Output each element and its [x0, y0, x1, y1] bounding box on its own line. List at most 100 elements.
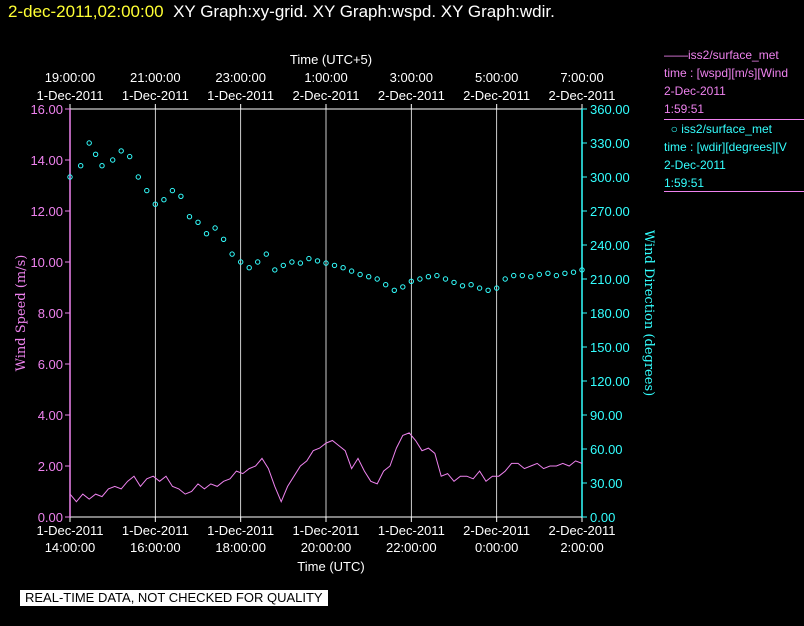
x-tick-label-top-date: 2-Dec-2011 — [293, 88, 360, 103]
legend-wspd-series: iss2/surface_met — [688, 48, 779, 62]
series-wdir-point — [110, 157, 116, 163]
series-wdir-point — [144, 187, 150, 194]
y-tick-label-left: 16.00 — [30, 102, 63, 117]
series-wdir-point — [494, 285, 500, 291]
y-tick-label-left: 2.00 — [38, 459, 63, 474]
x-tick-label-bottom-date: 1-Dec-2011 — [122, 523, 189, 538]
series-wdir-point — [195, 219, 201, 226]
x-tick-label-top-time: 19:00:00 — [45, 70, 96, 85]
series-wdir-point — [476, 285, 483, 291]
series-wdir-point — [579, 267, 585, 273]
series-wdir-point — [323, 260, 329, 266]
y-tick-label-right: 330.00 — [590, 136, 630, 151]
series-wdir-point — [280, 262, 286, 269]
x-tick-label-bottom-time: 20:00:00 — [301, 540, 352, 555]
series-wdir-point — [459, 283, 466, 289]
series-wdir-point — [306, 255, 312, 262]
series-wdir-point — [562, 270, 568, 276]
title-timestamp: 2-dec-2011,02:00:00 — [8, 2, 164, 21]
series-wdir-point — [152, 201, 159, 207]
x-tick-label-bottom-time: 2:00:00 — [560, 540, 603, 555]
y-tick-label-left: 4.00 — [38, 408, 63, 423]
x-axis-title-bottom: Time (UTC) — [297, 559, 364, 574]
series-wdir-point — [272, 267, 278, 273]
series-wdir-point — [229, 251, 235, 257]
series-wdir-point — [203, 231, 210, 237]
series-wdir-point — [135, 174, 142, 180]
legend-wdir-desc: time : [wdir][degrees][V — [664, 140, 787, 154]
series-wdir-point — [383, 282, 389, 288]
y-tick-label-left: 6.00 — [38, 357, 63, 372]
legend-wdir-date: 2-Dec-2011 — [664, 158, 726, 172]
y-tick-label-right: 210.00 — [590, 272, 630, 287]
y-tick-label-right: 270.00 — [590, 204, 630, 219]
x-tick-label-top-date: 1-Dec-2011 — [207, 88, 274, 103]
x-tick-label-top-time: 7:00:00 — [560, 70, 603, 85]
x-tick-label-bottom-date: 1-Dec-2011 — [378, 523, 445, 538]
y-tick-label-left: 0.00 — [38, 510, 63, 525]
series-wdir-point — [99, 163, 105, 169]
series-wdir-point — [169, 187, 176, 194]
legend-wspd-line1: ——iss2/surface_met — [664, 46, 804, 64]
y-tick-label-right: 240.00 — [590, 238, 630, 253]
legend-wdir-line1: ○ iss2/surface_met — [664, 120, 804, 138]
legend-divider-2 — [664, 191, 804, 192]
x-tick-label-bottom-date: 1-Dec-2011 — [207, 523, 274, 538]
y-tick-label-right: 30.00 — [590, 476, 623, 491]
y-tick-label-right: 150.00 — [590, 340, 630, 355]
series-wdir-point — [366, 274, 372, 280]
legend-line-marker: —— — [664, 48, 688, 62]
series-wdir-point — [289, 259, 295, 265]
vertical-gridlines — [154, 109, 498, 517]
y-tick-label-right: 180.00 — [590, 306, 630, 321]
x-tick-label-top-date: 2-Dec-2011 — [463, 88, 530, 103]
series-wdir-point — [434, 272, 440, 279]
series-wdir-point — [220, 236, 227, 243]
quality-disclaimer: REAL-TIME DATA, NOT CHECKED FOR QUALITY — [20, 590, 328, 606]
y-tick-label-right: 0.00 — [590, 510, 615, 525]
x-tick-label-bottom-time: 0:00:00 — [475, 540, 518, 555]
series-wdir-point — [391, 287, 397, 293]
series-wdir-point — [528, 274, 534, 280]
series-wdir-point — [255, 259, 261, 265]
data-layer — [67, 140, 585, 503]
x-tick-label-top-time: 21:00:00 — [130, 70, 181, 85]
x-tick-label-top-time: 1:00:00 — [304, 70, 347, 85]
series-wdir-point — [340, 265, 346, 271]
x-tick-label-top-date: 1-Dec-2011 — [122, 88, 189, 103]
series-wdir-point — [92, 151, 99, 158]
series-wdir-point — [78, 163, 84, 169]
window-title: 2-dec-2011,02:00:00 XY Graph:xy-grid. XY… — [8, 2, 555, 22]
legend-entry-wspd: ——iss2/surface_met time : [wspd][m/s][Wi… — [664, 46, 804, 118]
legend-wspd-date: 2-Dec-2011 — [664, 84, 726, 98]
legend-divider-1 — [664, 119, 804, 120]
series-wdir-point — [246, 265, 252, 271]
series-wdir-point — [314, 258, 321, 264]
series-wdir-point — [238, 259, 244, 265]
series-wdir-point — [331, 262, 338, 269]
series-wdir-point — [408, 278, 414, 284]
x-tick-label-bottom-time: 18:00:00 — [215, 540, 266, 555]
y-tick-label-left: 14.00 — [30, 153, 63, 168]
series-wdir-point — [348, 268, 355, 274]
y-axis-title-right: Wind Direction (degrees) — [641, 230, 656, 396]
series-wdir-point — [86, 140, 92, 146]
series-wdir-point — [519, 272, 525, 279]
series-wdir-point — [485, 287, 491, 293]
legend-wdir-time: 1:59:51 — [664, 176, 705, 190]
legend-wdir-series: iss2/surface_met — [681, 122, 772, 136]
x-tick-label-bottom-time: 22:00:00 — [386, 540, 437, 555]
legend-wspd-desc: time : [wspd][m/s][Wind — [664, 66, 789, 80]
series-wdir-point — [570, 269, 577, 275]
title-graph-list: XY Graph:xy-grid. XY Graph:wspd. XY Grap… — [164, 2, 555, 21]
series-wdir-point — [451, 279, 457, 286]
series-wdir-point — [357, 271, 363, 278]
series-wdir-point — [442, 276, 449, 282]
series-wdir-point — [553, 272, 560, 279]
series-wdir-point — [212, 225, 218, 231]
y-tick-label-left: 8.00 — [38, 306, 63, 321]
series-wdir-point — [468, 282, 474, 288]
x-tick-label-bottom-date: 1-Dec-2011 — [293, 523, 360, 538]
x-tick-label-top-date: 1-Dec-2011 — [37, 88, 104, 103]
